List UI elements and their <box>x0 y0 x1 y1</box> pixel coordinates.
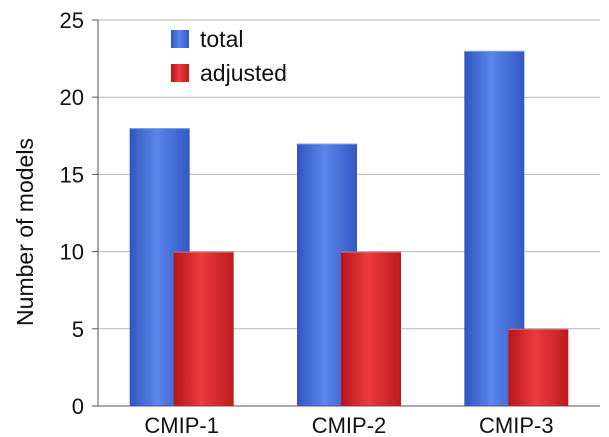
y-tick-label: 5 <box>72 317 84 342</box>
bar-adjusted-cmip-3 <box>508 328 569 406</box>
y-tick-label: 25 <box>60 8 84 33</box>
legend-swatch-adjusted <box>171 64 189 82</box>
x-tick-label: CMIP-3 <box>479 413 554 437</box>
y-axis-title: Number of models <box>12 138 38 326</box>
y-tick-label: 20 <box>60 85 84 110</box>
legend-label-adjusted: adjusted <box>200 60 287 86</box>
legend-label-total: total <box>200 26 243 52</box>
legend: total adjusted <box>171 26 287 86</box>
legend-swatch-total <box>171 30 189 48</box>
x-tick-label: CMIP-2 <box>312 413 387 437</box>
axes <box>92 19 600 407</box>
y-tick-label: 15 <box>60 162 84 187</box>
bar-adjusted-cmip-1 <box>173 251 234 406</box>
x-tick-label: CMIP-1 <box>144 413 219 437</box>
y-tick-label: 0 <box>72 394 84 419</box>
bar-adjusted-cmip-2 <box>341 251 401 406</box>
y-tick-label: 10 <box>60 240 84 265</box>
bars <box>129 50 569 406</box>
tick-labels: 0 5 10 15 20 25 CMIP-1 CMIP-2 CMIP-3 <box>60 8 554 437</box>
